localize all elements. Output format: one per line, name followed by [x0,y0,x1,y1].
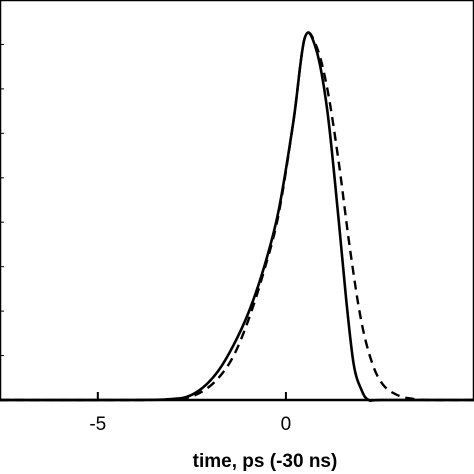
x-axis-label: time, ps (-30 ns) [193,451,338,472]
x-tick-label-0: -5 [89,414,106,435]
plot-frame [0,0,474,402]
x-tick-label-1: 0 [281,414,292,435]
series-line-dashed [0,31,474,402]
series-line-solid [0,31,474,403]
